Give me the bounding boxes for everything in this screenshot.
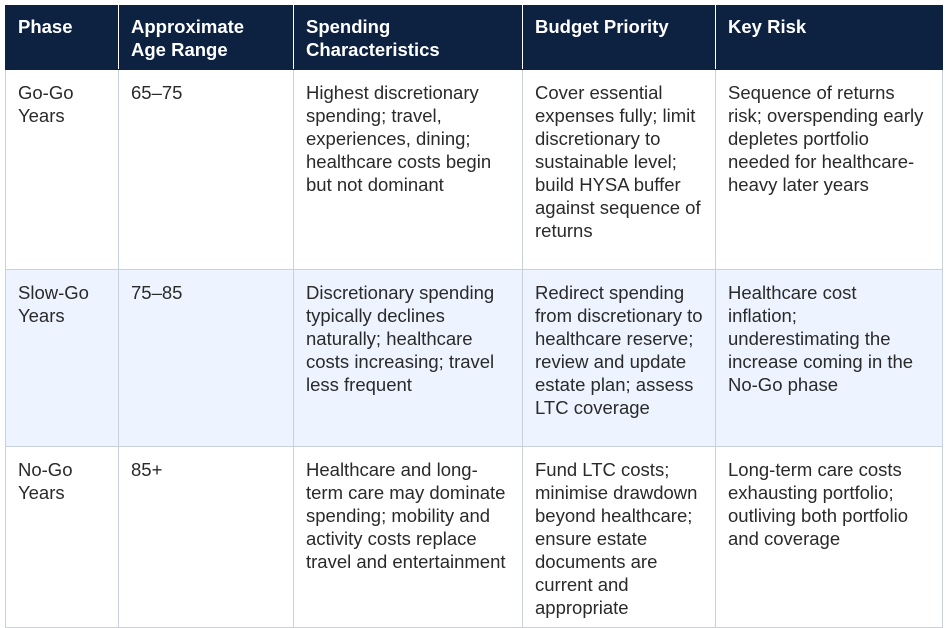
cell-phase: Go-Go Years bbox=[5, 69, 119, 270]
table-header-row: Phase Approximate Age Range Spending Cha… bbox=[5, 5, 943, 70]
table-row: No-Go Years 85+ Healthcare and long-term… bbox=[5, 446, 943, 628]
cell-key-risk: Long-term care costs exhausting portfoli… bbox=[715, 446, 943, 628]
cell-age-range: 75–85 bbox=[118, 269, 294, 447]
table-row: Go-Go Years 65–75 Highest discretionary … bbox=[5, 69, 943, 270]
retirement-phases-table: Phase Approximate Age Range Spending Cha… bbox=[5, 5, 943, 628]
header-budget-priority: Budget Priority bbox=[522, 5, 716, 70]
header-spending-characteristics: Spending Characteristics bbox=[293, 5, 523, 70]
cell-key-risk: Healthcare cost inflation; underestimati… bbox=[715, 269, 943, 447]
table-row: Slow-Go Years 75–85 Discretionary spendi… bbox=[5, 269, 943, 447]
cell-key-risk: Sequence of returns risk; overspending e… bbox=[715, 69, 943, 270]
cell-spending-characteristics: Healthcare and long-term care may domina… bbox=[293, 446, 523, 628]
cell-budget-priority: Cover essential expenses fully; limit di… bbox=[522, 69, 716, 270]
retirement-phases-table-container: Phase Approximate Age Range Spending Cha… bbox=[5, 5, 943, 628]
cell-age-range: 85+ bbox=[118, 446, 294, 628]
cell-phase: No-Go Years bbox=[5, 446, 119, 628]
cell-phase: Slow-Go Years bbox=[5, 269, 119, 447]
header-age-range: Approximate Age Range bbox=[118, 5, 294, 70]
cell-budget-priority: Fund LTC costs; minimise drawdown beyond… bbox=[522, 446, 716, 628]
header-key-risk: Key Risk bbox=[715, 5, 943, 70]
cell-budget-priority: Redirect spending from discretionary to … bbox=[522, 269, 716, 447]
cell-spending-characteristics: Discretionary spending typically decline… bbox=[293, 269, 523, 447]
cell-spending-characteristics: Highest discretionary spending; travel, … bbox=[293, 69, 523, 270]
cell-age-range: 65–75 bbox=[118, 69, 294, 270]
header-phase: Phase bbox=[5, 5, 119, 70]
